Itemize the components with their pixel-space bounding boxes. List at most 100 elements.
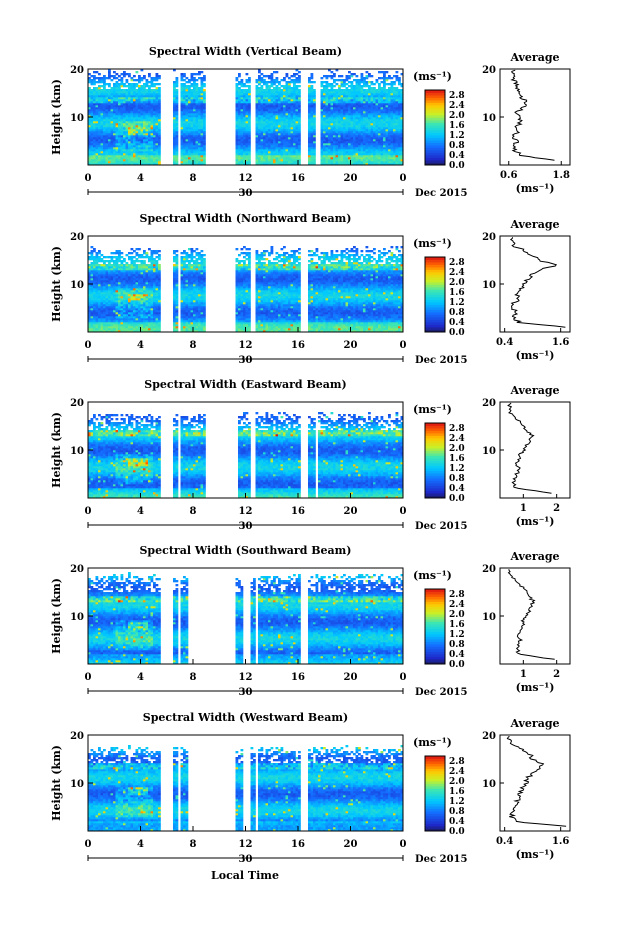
heatmap-cell <box>268 107 271 109</box>
heatmap-cell <box>243 107 246 109</box>
heatmap-cell <box>158 87 161 89</box>
heatmap-cell <box>123 161 126 163</box>
heatmap-cell <box>103 125 106 127</box>
heatmap-cell <box>93 121 96 123</box>
heatmap-cell <box>246 123 249 125</box>
heatmap-cell <box>246 131 249 133</box>
heatmap-cell <box>143 91 146 93</box>
heatmap-cell <box>106 143 109 145</box>
heatmap-cell <box>176 153 179 155</box>
heatmap-cell <box>261 127 264 129</box>
heatmap-cell <box>283 115 286 117</box>
heatmap-cell <box>248 121 251 123</box>
heatmap-cell <box>151 121 154 123</box>
heatmap-cell <box>123 147 126 149</box>
heatmap-cell <box>193 119 196 121</box>
heatmap-cell <box>118 97 121 99</box>
heatmap-cell <box>293 123 296 125</box>
heatmap-cell <box>133 141 136 143</box>
heatmap-cell <box>93 93 96 95</box>
heatmap-cell <box>96 119 99 121</box>
heatmap-cell <box>138 115 141 117</box>
heatmap-cell <box>128 111 131 113</box>
heatmap-cell <box>273 71 276 73</box>
heatmap-cell <box>268 155 271 157</box>
heatmap-cell <box>151 131 154 133</box>
heatmap-cell <box>268 125 271 127</box>
heatmap-cell <box>241 125 244 127</box>
heatmap-cell <box>126 89 129 91</box>
heatmap-cell <box>113 159 116 161</box>
heatmap-cell <box>101 85 104 87</box>
heatmap-cell <box>93 137 96 139</box>
heatmap-cell <box>266 103 269 105</box>
heatmap-cell <box>146 143 149 145</box>
heatmap-cell <box>283 85 286 87</box>
heatmap-cell <box>286 153 289 155</box>
heatmap-cell <box>236 117 239 119</box>
heatmap-cell <box>131 103 134 105</box>
heatmap-cell <box>93 159 96 161</box>
heatmap-cell <box>198 145 201 147</box>
heatmap-cell <box>191 85 194 87</box>
heatmap-cell <box>298 113 301 115</box>
heatmap-cell <box>98 123 101 125</box>
heatmap-cell <box>176 137 179 139</box>
heatmap-cell <box>296 97 299 99</box>
heatmap-cell <box>98 151 101 153</box>
heatmap-cell <box>296 103 299 105</box>
heatmap-cell <box>193 147 196 149</box>
heatmap-cell <box>133 89 136 91</box>
heatmap-cell <box>126 153 129 155</box>
heatmap-cell <box>128 123 131 125</box>
heatmap-cell <box>191 105 194 107</box>
heatmap-cell <box>93 81 96 83</box>
heatmap-cell <box>158 115 161 117</box>
heatmap-cell <box>308 157 311 159</box>
heatmap-cell <box>98 153 101 155</box>
heatmap-cell <box>273 105 276 107</box>
heatmap-cell <box>288 159 291 161</box>
heatmap-cell <box>291 87 294 89</box>
heatmap-cell <box>176 131 179 133</box>
heatmap-cell <box>143 75 146 77</box>
heatmap-cell <box>296 129 299 131</box>
heatmap-cell <box>283 95 286 97</box>
heatmap-cell <box>158 75 161 77</box>
heatmap-cell <box>201 157 204 159</box>
heatmap-cell <box>273 159 276 161</box>
heatmap-cell <box>196 85 199 87</box>
heatmap-cell <box>196 147 199 149</box>
heatmap-cell <box>258 153 261 155</box>
heatmap-cell <box>291 109 294 111</box>
heatmap-cell <box>183 119 186 121</box>
heatmap-cell <box>183 125 186 127</box>
heatmap-cell <box>173 109 176 111</box>
heatmap-cell <box>196 161 199 163</box>
heatmap-cell <box>158 133 161 135</box>
heatmap-cell <box>158 89 161 91</box>
heatmap-cell <box>136 113 139 115</box>
heatmap-cell <box>298 155 301 157</box>
heatmap-cell <box>286 149 289 151</box>
heatmap-cell <box>258 121 261 123</box>
heatmap-cell <box>203 113 206 115</box>
heatmap-cell <box>148 121 151 123</box>
heatmap-cell <box>118 99 121 101</box>
heatmap-cell <box>248 123 251 125</box>
heatmap-cell <box>98 79 101 81</box>
heatmap-cell <box>126 105 129 107</box>
heatmap-cell <box>96 159 99 161</box>
heatmap-cell <box>193 131 196 133</box>
heatmap-cell <box>286 81 289 83</box>
heatmap-cell <box>126 85 129 87</box>
heatmap-cell <box>238 87 241 89</box>
heatmap-cell <box>256 131 259 133</box>
heatmap-cell <box>113 91 116 93</box>
heatmap-cell <box>186 137 189 139</box>
heatmap-cell <box>173 91 176 93</box>
heatmap-cell <box>263 91 266 93</box>
heatmap-cell <box>121 93 124 95</box>
heatmap-cell <box>123 123 126 125</box>
heatmap-cell <box>111 95 114 97</box>
